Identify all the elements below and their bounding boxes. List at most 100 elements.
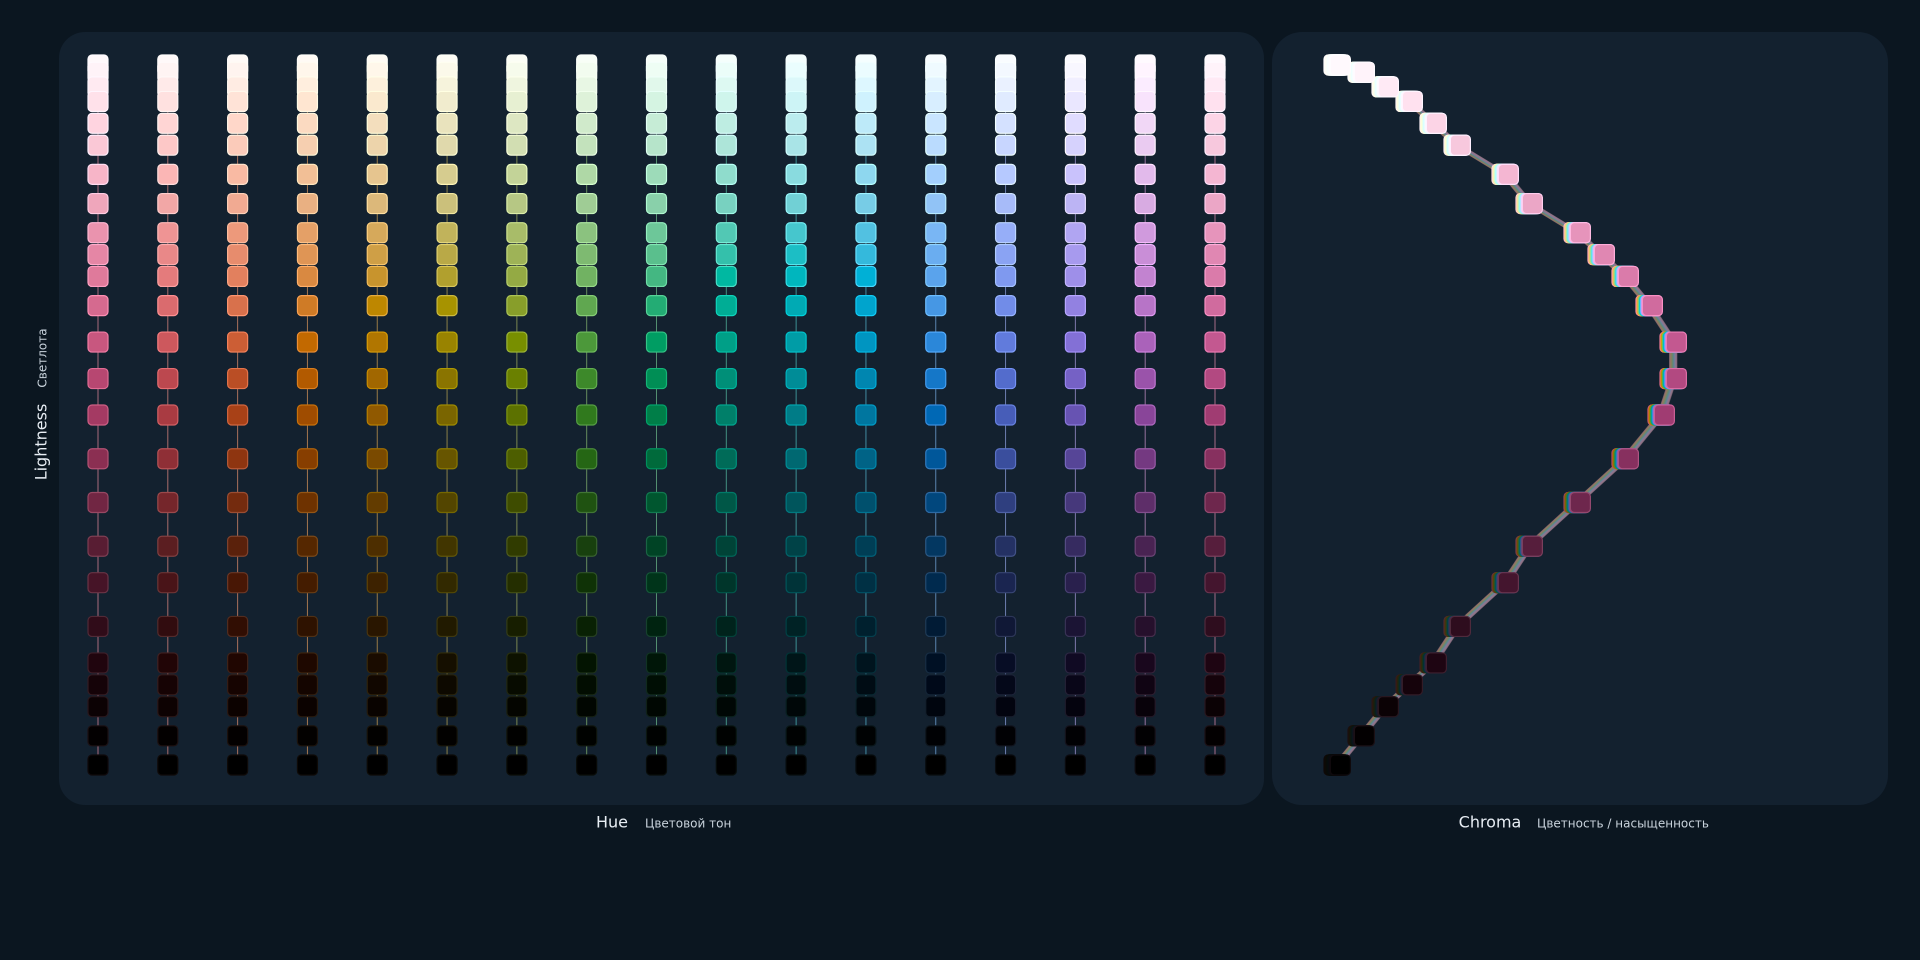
- chroma-swatch: [1521, 192, 1544, 215]
- swatch: [1134, 163, 1156, 185]
- swatch: [785, 615, 807, 638]
- chroma-swatch: [1521, 535, 1544, 557]
- chroma-swatch: [1497, 572, 1520, 594]
- swatch: [296, 696, 319, 718]
- swatch: [855, 90, 877, 113]
- chroma-swatch: [1329, 54, 1352, 76]
- swatch: [715, 674, 737, 696]
- swatch: [436, 295, 458, 317]
- swatch: [436, 674, 458, 696]
- swatch: [436, 404, 458, 426]
- swatch: [1064, 295, 1086, 317]
- chroma-swatch: [1617, 265, 1640, 288]
- swatch: [296, 134, 319, 156]
- swatch: [1064, 535, 1086, 557]
- swatch: [366, 163, 388, 185]
- swatch: [994, 754, 1017, 776]
- chroma-swatch: [1425, 112, 1448, 134]
- swatch: [785, 295, 807, 317]
- swatch: [785, 134, 807, 156]
- swatch: [855, 674, 877, 696]
- swatch: [645, 163, 668, 185]
- swatch: [506, 134, 528, 156]
- swatch: [366, 90, 388, 113]
- swatch: [506, 331, 528, 353]
- swatch: [645, 134, 668, 156]
- swatch: [785, 652, 807, 674]
- swatch: [994, 112, 1017, 134]
- swatch: [227, 404, 249, 426]
- swatch: [436, 367, 458, 390]
- swatch: [994, 192, 1017, 215]
- swatch: [87, 222, 109, 244]
- swatch: [994, 134, 1017, 156]
- chroma-swatch: [1641, 295, 1664, 317]
- swatch: [855, 404, 877, 426]
- swatch: [1204, 448, 1226, 470]
- swatch: [1134, 448, 1156, 470]
- swatch: [785, 163, 807, 185]
- swatch: [576, 725, 598, 747]
- swatch: [296, 243, 319, 266]
- swatch: [227, 754, 249, 776]
- swatch: [1064, 572, 1086, 594]
- swatch: [994, 90, 1017, 113]
- swatch: [1134, 265, 1156, 288]
- swatch: [1134, 295, 1156, 317]
- swatch: [1064, 192, 1086, 215]
- swatch: [87, 572, 109, 594]
- swatch: [506, 696, 528, 718]
- swatch: [366, 535, 388, 557]
- swatch: [715, 295, 737, 317]
- swatch: [925, 448, 947, 470]
- swatch: [436, 696, 458, 718]
- swatch: [925, 222, 947, 244]
- swatch: [436, 725, 458, 747]
- swatch: [1064, 367, 1086, 390]
- swatch: [1204, 243, 1226, 266]
- swatch: [715, 572, 737, 594]
- swatch: [925, 331, 947, 353]
- swatch: [1204, 696, 1226, 718]
- swatch: [994, 404, 1017, 426]
- x-sublabel: Цветовой тон: [645, 817, 731, 831]
- swatch: [506, 112, 528, 134]
- swatch: [645, 696, 668, 718]
- swatch: [87, 696, 109, 718]
- swatch: [785, 243, 807, 266]
- swatch: [855, 696, 877, 718]
- swatch: [1204, 652, 1226, 674]
- swatch: [715, 615, 737, 638]
- swatch: [87, 674, 109, 696]
- swatch: [994, 163, 1017, 185]
- swatch: [925, 491, 947, 514]
- swatch: [715, 754, 737, 776]
- swatch: [1134, 192, 1156, 215]
- swatch: [87, 535, 109, 557]
- swatch: [1204, 404, 1226, 426]
- swatch: [1064, 448, 1086, 470]
- swatch: [925, 572, 947, 594]
- swatch: [645, 535, 668, 557]
- swatch: [576, 696, 598, 718]
- swatch: [785, 265, 807, 288]
- swatch: [87, 331, 109, 353]
- swatch: [436, 652, 458, 674]
- swatch: [715, 112, 737, 134]
- swatch: [1134, 367, 1156, 390]
- swatch: [366, 192, 388, 215]
- chroma-swatch: [1593, 243, 1616, 266]
- swatch: [506, 491, 528, 514]
- swatch: [1204, 725, 1226, 747]
- swatch: [925, 535, 947, 557]
- swatch: [855, 112, 877, 134]
- swatch: [645, 112, 668, 134]
- swatch: [157, 491, 179, 514]
- swatch: [925, 674, 947, 696]
- swatch: [1134, 674, 1156, 696]
- swatch: [855, 491, 877, 514]
- swatch: [785, 112, 807, 134]
- swatch: [994, 674, 1017, 696]
- swatch: [994, 265, 1017, 288]
